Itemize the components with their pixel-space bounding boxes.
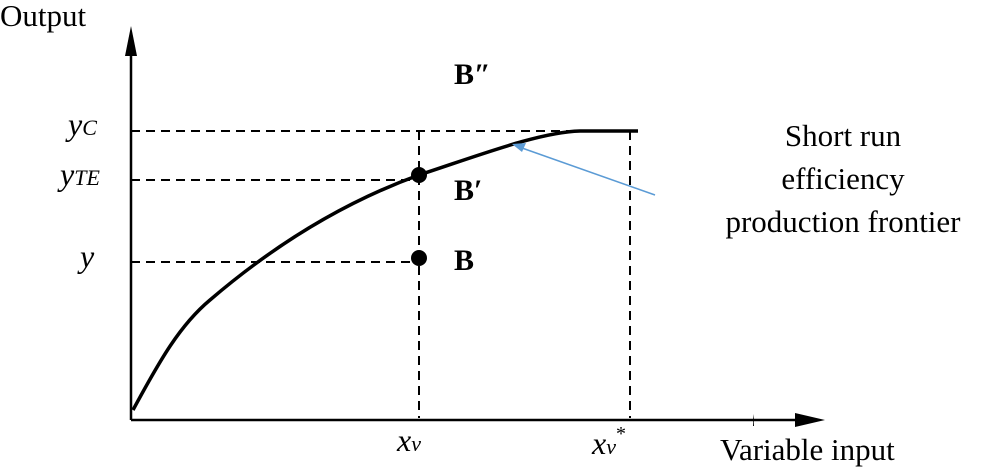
annotation-arrowhead [512,143,526,152]
label-b-prime: B′ [454,174,483,207]
point-b-prime [411,167,427,183]
tick-yc: yC [68,108,97,140]
tick-sup: * [615,423,626,445]
tick-main: y [80,238,95,274]
tick-main: y [60,156,75,192]
x-axis-arrowhead [753,414,754,426]
annotation-arrow [521,147,656,196]
tick-main: x [592,425,607,461]
tick-yte: yTE [60,158,100,190]
production-frontier-curve [131,129,638,411]
y-axis-label: Output [0,0,87,33]
y-axis-arrowhead [125,26,137,56]
tick-main: y [68,106,83,142]
annotation-line: production frontier [725,204,961,239]
tick-sub: v [411,431,421,456]
tick-sub: C [82,115,97,140]
tick-xv-star: xv* [592,424,626,459]
annotation-line: efficiency [781,161,905,196]
tick-sub: TE [74,165,100,190]
label-b-double-prime: B″ [454,58,491,91]
tick-xv: xv [397,424,421,456]
point-b [411,250,427,266]
annotation-line: Short run [784,118,902,153]
label-b: B [454,244,475,277]
x-axis-arrowhead-main [795,413,825,427]
tick-y: y [80,240,94,272]
tick-sub: v [606,434,616,459]
tick-main: x [397,422,412,458]
frontier-annotation: Short run efficiency production frontier [698,114,988,243]
x-axis-label: Variable input [720,432,895,467]
